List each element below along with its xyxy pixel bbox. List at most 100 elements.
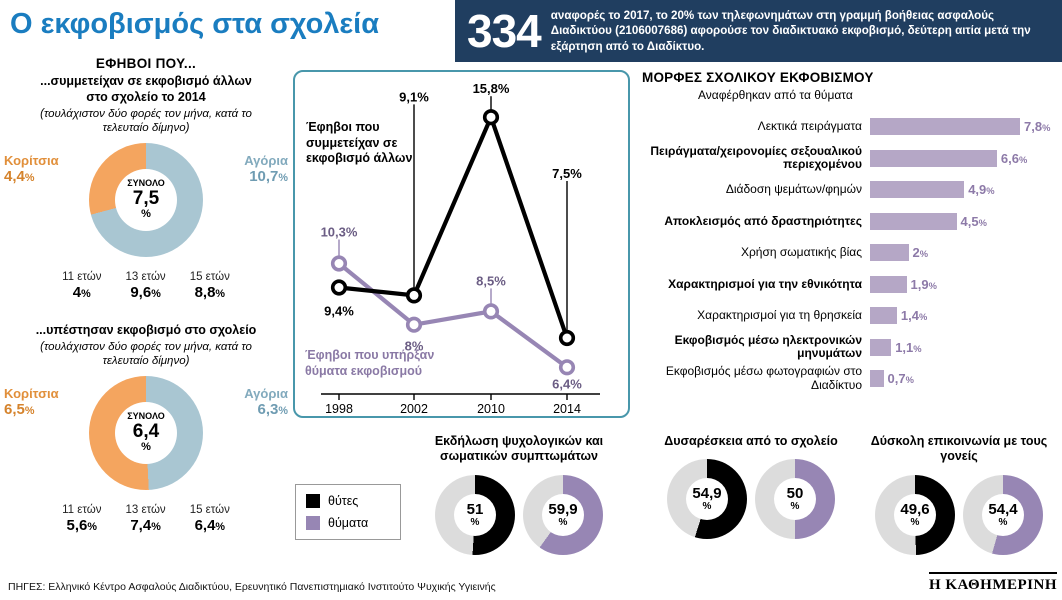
boys-label: Αγόρια — [244, 152, 288, 168]
bar-track: 4,9% — [870, 181, 1062, 199]
donut-center: 59,9% — [542, 493, 584, 536]
banner-text: αναφορές το 2017, το 20% των τηλεφωνημάτ… — [550, 9, 1031, 53]
comparison-title: Εκδήλωση ψυχολογικών και σωματικών συμπτ… — [434, 434, 604, 464]
teens-column: ΕΦΗΒΟΙ ΠΟΥ... ...συμμετείχαν σε εκφοβισμ… — [0, 56, 292, 534]
series-label-bullies: Έφηβοι που συμμετείχαν σε εκφοβισμό άλλω… — [306, 120, 413, 166]
svg-text:1998: 1998 — [325, 402, 353, 416]
age-value: 6,4% — [194, 516, 226, 534]
bar-track: 2% — [870, 244, 1062, 262]
donut-center: ΣΥΝΟΛΟ 6,4 % — [115, 401, 177, 464]
bar-label: Χαρακτηρισμοί για τη θρησκεία — [697, 308, 862, 323]
bar-value: 1,1% — [895, 339, 922, 355]
bar-track: 7,8% — [870, 118, 1062, 136]
girls-value: 6,5% — [4, 401, 35, 419]
bar — [870, 118, 1020, 136]
bar-row: Πειράγματα/χειρονομίες σεξουαλικού περιε… — [642, 143, 1062, 175]
bar — [870, 370, 884, 388]
bar-label: Λεκτικά πειράγματα — [757, 119, 862, 134]
bar-track: 0,7% — [870, 370, 1062, 388]
bar-track: 4,5% — [870, 212, 1062, 230]
boys-stat: Αγόρια 6,3% — [210, 386, 288, 420]
comparison-group: Δύσκολη επικοινωνία με τους γονείς 49,6%… — [859, 434, 1059, 555]
bar-label: Εκφοβισμός μέσω ηλεκτρονικών μηνυμάτων — [674, 332, 862, 361]
trend-line-chart: 1998 2002 2010 2014 9,4% 9,1% 15,8% 7,5% 10,3% 8%… — [293, 70, 630, 418]
bar-label: Πειράγματα/χειρονομίες σεξουαλικού περιε… — [650, 143, 862, 172]
age-label: 15 ετών — [189, 270, 230, 283]
svg-text:2002: 2002 — [400, 402, 428, 416]
victims-section-title: ...υπέστησαν εκφοβισμό στο σχολείο — [35, 322, 257, 337]
bar-value: 6,6% — [1000, 150, 1028, 166]
age-stat: 13 ετών 9,6% — [125, 271, 165, 301]
bar-label: Αποκλεισμός από δραστηριότητες — [664, 213, 862, 228]
age-stat: 11 ετών 5,6% — [62, 504, 101, 534]
bar-row: Χαρακτηρισμοί για την εθνικότητα 1,9% — [642, 269, 1062, 301]
comparison-section: θύτες θύματα Εκδήλωση ψυχολογικών και σω… — [293, 430, 1062, 578]
comparison-title: Δυσαρέσκεια από το σχολείο — [664, 434, 838, 448]
stat-banner: 334 αναφορές το 2017, το 20% των τηλεφων… — [455, 0, 1062, 62]
bar-row: Διάδοση ψεμάτων/φημών 4,9% — [642, 174, 1062, 206]
svg-text:10,3%: 10,3% — [321, 225, 358, 240]
age-label: 13 ετών — [125, 270, 166, 283]
girls-label: Κορίτσια — [4, 152, 59, 168]
bar — [870, 307, 897, 325]
bar-value: 7,8% — [1024, 119, 1051, 135]
bullies-by-age: 11 ετών 4% 13 ετών 9,6% 15 ετών 8,8% — [0, 271, 292, 301]
bullies-swatch — [306, 494, 320, 508]
girls-value: 4,4% — [4, 168, 35, 186]
victims-donut-area: Κορίτσια 6,5% ΣΥΝΟΛΟ 6,4 % Αγόρια 6,3% — [0, 374, 292, 496]
bar-label: Εκφοβισμός μέσω φωτογραφιών στο Διαδίκτυ… — [665, 364, 862, 392]
bar — [870, 338, 892, 356]
bullies-donut-area: Κορίτσια 4,4% ΣΥΝΟΛΟ 7,5 % Αγόρια 10,7% — [0, 141, 292, 263]
legend-item-bullies: θύτες — [306, 494, 390, 508]
donut-center: 54,9% — [686, 478, 728, 521]
boys-label: Αγόρια — [244, 385, 288, 401]
brand-logo: Η ΚΑΘΗΜΕΡΙΝΗ — [928, 572, 1057, 594]
line-chart-svg: 1998 2002 2010 2014 9,4% 9,1% 15,8% 7,5% 10,3% 8%… — [321, 81, 600, 416]
girls-label: Κορίτσια — [4, 385, 59, 401]
comparison-group: Εκδήλωση ψυχολογικών και σωματικών συμπτ… — [419, 434, 619, 555]
legend-label: θύματα — [328, 516, 369, 530]
forms-subtitle: Αναφέρθηκαν από τα θύματα — [698, 88, 853, 102]
bar — [870, 244, 909, 262]
bar-row: Χαρακτηρισμοί για τη θρησκεία 1,4% — [642, 300, 1062, 332]
donut-center: 51% — [454, 493, 496, 536]
age-label: 11 ετών — [62, 503, 102, 516]
svg-text:9,1%: 9,1% — [399, 89, 429, 104]
bar-label: Διάδοση ψεμάτων/φημών — [725, 182, 862, 197]
svg-text:2010: 2010 — [477, 402, 505, 416]
total-unit: % — [141, 207, 151, 220]
teens-heading: ΕΦΗΒΟΙ ΠΟΥ... — [95, 56, 197, 71]
series-label-victims: Έφηβοι που υπήρξαν θύματα εκφοβισμού — [305, 348, 435, 378]
bar-value: 1,9% — [910, 276, 937, 292]
boys-value: 10,7% — [249, 168, 288, 186]
donut-chart-bullies: ΣΥΝΟΛΟ 7,5 % — [89, 142, 203, 257]
age-value: 8,8% — [194, 283, 226, 301]
age-value: 5,6% — [66, 516, 97, 534]
forms-bars: Λεκτικά πειράγματα 7,8% Πειράγματα/χειρο… — [642, 111, 1062, 395]
bar-row: Εκφοβισμός μέσω φωτογραφιών στο Διαδίκτυ… — [642, 363, 1062, 395]
age-stat: 13 ετών 7,4% — [125, 504, 165, 534]
comparison-donuts: 51% 59,9% — [419, 474, 619, 555]
total-label: ΣΥΝΟΛΟ — [127, 411, 165, 422]
comparison-title: Δύσκολη επικοινωνία με τους γονείς — [870, 434, 1048, 464]
age-label: 15 ετών — [189, 503, 230, 516]
bar-row: Λεκτικά πειράγματα 7,8% — [642, 111, 1062, 143]
bullying-forms-chart: ΜΟΡΦΕΣ ΣΧΟΛΙΚΟΥ ΕΚΦΟΒΙΣΜΟΥ Αναφέρθηκαν α… — [642, 70, 1062, 395]
bar-row: Χρήση σωματικής βίας 2% — [642, 237, 1062, 269]
boys-stat: Αγόρια 10,7% — [210, 153, 288, 187]
sources-text: ΠΗΓΕΣ: Ελληνικό Κέντρο Ασφαλούς Διαδικτύ… — [8, 581, 496, 593]
donut-chart-bullies: 54,9% — [667, 459, 747, 540]
age-label: 11 ετών — [62, 270, 102, 283]
age-value: 9,6% — [130, 283, 161, 301]
girls-stat: Κορίτσια 4,4% — [4, 153, 82, 187]
bullies-section-note: (τουλάχιστον δύο φορές τον μήνα, κατά το… — [40, 107, 252, 134]
age-stat: 15 ετών 8,8% — [190, 271, 230, 301]
donut-chart-victims: ΣΥΝΟΛΟ 6,4 % — [89, 375, 203, 490]
bar-value: 2% — [912, 245, 929, 261]
bar-track: 1,1% — [870, 338, 1062, 356]
banner-number: 334 — [467, 5, 542, 57]
age-value: 7,4% — [130, 516, 161, 534]
donut-center: 54,4% — [982, 493, 1024, 536]
victims-by-age: 11 ετών 5,6% 13 ετών 7,4% 15 ετών 6,4% — [0, 504, 292, 534]
bar — [870, 275, 907, 293]
